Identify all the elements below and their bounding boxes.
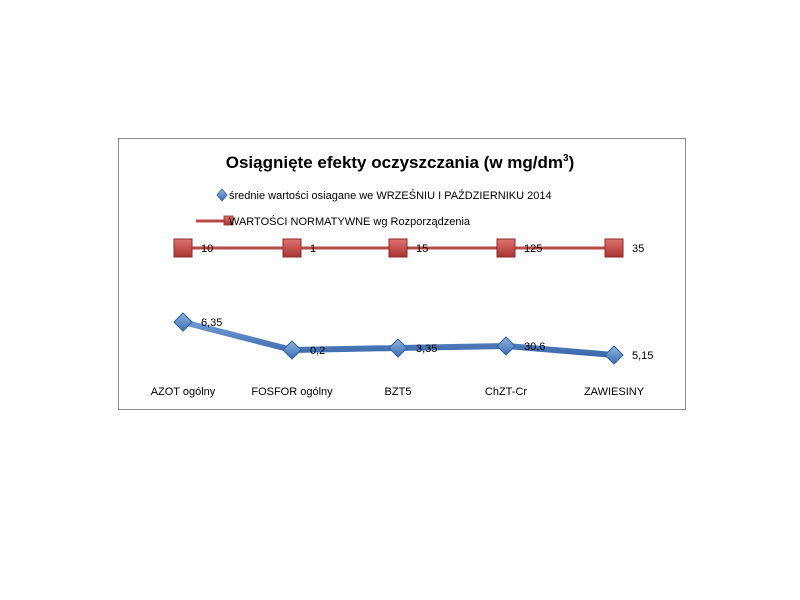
- series-normatywne: 10 1 15 125 35: [173, 238, 644, 258]
- data-label-srednie-5: 5,15: [632, 350, 653, 362]
- chart-area: [118, 138, 686, 410]
- data-label-normatywne-2: 1: [310, 243, 316, 255]
- marker-srednie-4: [496, 336, 516, 356]
- category-axis: AZOT ogólny FOSFOR ogólny BZT5 ChZT-Cr ZAWIE…: [151, 386, 645, 398]
- legend-entry-series-1: średnie wartości osiagane we WRZEŚNIU I …: [194, 188, 552, 202]
- legend-label-series-2: WARTOŚCI NORMATYWNE wg Rozporządzenia: [229, 215, 471, 228]
- category-label-3: BZT5: [385, 386, 412, 398]
- legend: średnie wartości osiagane we WRZEŚNIU I …: [194, 188, 552, 228]
- legend-marker-series-1: [216, 188, 228, 202]
- marker-srednie-2: [282, 340, 302, 360]
- marker-normatywne-3: [388, 238, 408, 258]
- legend-label-series-1: średnie wartości osiagane we WRZEŚNIU I …: [229, 189, 552, 202]
- marker-srednie-5: [604, 345, 624, 365]
- data-label-srednie-2: 0,2: [310, 345, 325, 357]
- category-label-2: FOSFOR ogólny: [251, 386, 333, 398]
- marker-normatywne-1: [173, 238, 193, 258]
- data-label-normatywne-1: 10: [201, 243, 213, 255]
- data-label-normatywne-4: 125: [524, 243, 542, 255]
- data-label-srednie-3: 3,35: [416, 343, 437, 355]
- category-label-5: ZAWIESINY: [584, 386, 645, 398]
- marker-srednie-3: [388, 338, 408, 358]
- category-label-4: ChZT-Cr: [485, 386, 528, 398]
- data-label-srednie-4: 30,6: [524, 341, 545, 353]
- data-label-normatywne-5: 35: [632, 243, 644, 255]
- chart-title: Osiągnięte efekty oczyszczania (w mg/dm3…: [226, 153, 575, 172]
- marker-normatywne-4: [496, 238, 516, 258]
- series-srednie: 6,35 0,2 3,35 30,6 5,15: [173, 312, 653, 365]
- marker-normatywne-2: [282, 238, 302, 258]
- legend-entry-series-2: WARTOŚCI NORMATYWNE wg Rozporządzenia: [196, 215, 471, 228]
- data-label-normatywne-3: 15: [416, 243, 428, 255]
- marker-normatywne-5: [604, 238, 624, 258]
- data-label-srednie-1: 6,35: [201, 317, 222, 329]
- marker-srednie-1: [173, 312, 193, 332]
- legend-marker-series-2: [223, 215, 234, 226]
- category-label-1: AZOT ogólny: [151, 386, 216, 398]
